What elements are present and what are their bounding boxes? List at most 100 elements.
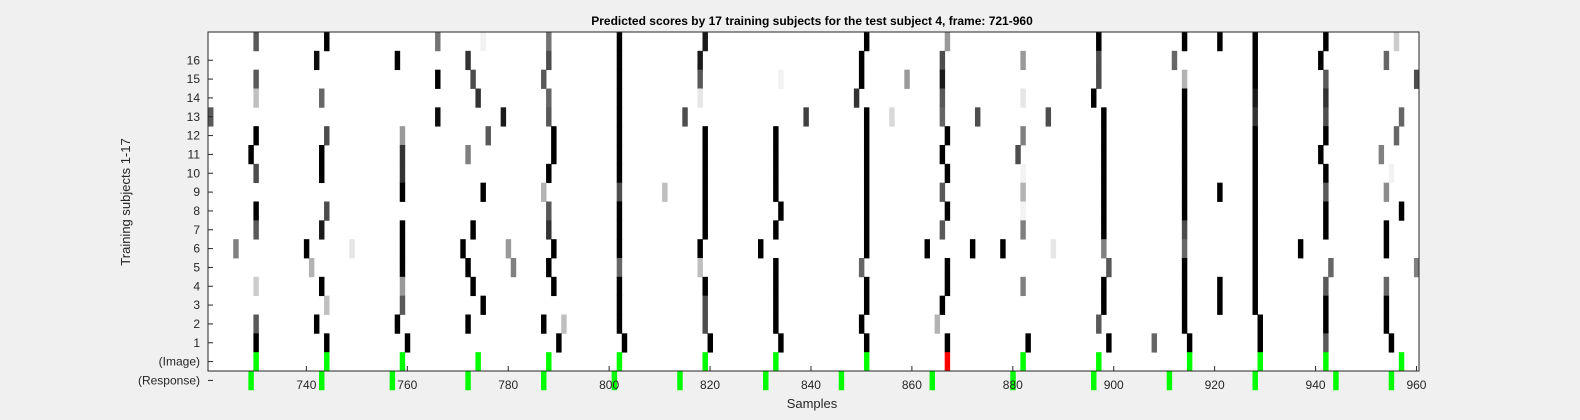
heat-cell-subject-1 [1186,333,1193,353]
image-cell-green [1323,352,1329,372]
heat-cell-subject-17 [863,32,870,52]
heat-cell-subject-9 [662,182,668,202]
heat-cell-subject-13 [974,107,981,127]
x-tick-label: 760 [397,378,417,392]
image-cell-green [1096,352,1102,372]
heat-cell-subject-15 [858,69,865,89]
heat-cell-subject-8 [863,201,870,221]
heat-cell-subject-5 [944,258,951,278]
heat-cell-subject-7 [1181,220,1188,240]
y-tick-label: (Response) [138,373,200,387]
x-tick-label: 940 [1306,378,1326,392]
heat-cell-subject-17 [1181,32,1188,52]
heat-cell-subject-5 [399,258,406,278]
heat-cell-subject-3 [399,295,406,315]
heat-cell-subject-12 [1252,126,1258,146]
y-tick-label: 14 [187,91,201,105]
y-tick-label: 11 [188,147,201,161]
heat-cell-subject-13 [939,107,946,127]
heat-cell-subject-8 [1020,201,1026,221]
image-cell-red [944,352,951,372]
heat-cell-subject-2 [1383,314,1390,334]
heat-cell-subject-7 [319,220,325,240]
heat-cell-subject-13 [546,107,552,127]
heat-cell-subject-3 [939,295,946,315]
heat-cell-subject-2 [253,314,259,334]
y-tick-label: 13 [187,110,201,124]
heat-cell-subject-17 [702,32,708,52]
heat-cell-subject-17 [1217,32,1223,52]
x-tick-label: 740 [296,378,316,392]
heat-cell-subject-1 [1106,333,1112,353]
heat-cell-subject-2 [1257,314,1263,334]
heat-cell-subject-3 [1252,295,1258,315]
heat-cell-subject-15 [435,69,441,89]
heat-cell-subject-4 [702,276,708,297]
heat-cell-subject-12 [1323,126,1329,146]
heat-cell-subject-13 [863,107,870,127]
y-tick-label: 12 [187,129,201,143]
heat-cell-subject-12 [551,126,557,146]
heat-cell-subject-8 [944,201,951,221]
response-cell [611,371,618,391]
heat-cell-subject-14 [546,88,552,108]
heat-cell-subject-15 [939,69,946,89]
heat-cell-subject-16 [1096,50,1102,71]
heat-cell-subject-9 [863,182,870,202]
heat-cell-subject-16 [313,50,320,71]
heat-cell-subject-7 [702,220,708,240]
heat-cell-subject-5 [773,258,779,278]
heat-cell-subject-8 [1252,201,1258,221]
heat-cell-subject-5 [1252,258,1258,278]
x-tick-label: 780 [498,378,518,392]
heat-cell-subject-9 [541,182,547,202]
heat-cell-subject-2 [616,314,623,334]
heat-cell-subject-8 [616,201,623,221]
heat-cell-subject-2 [858,314,865,334]
heat-cell-subject-11 [1101,145,1107,165]
heat-cell-subject-7 [773,220,779,240]
heat-cell-subject-12 [1101,126,1107,146]
heat-cell-subject-13 [1181,107,1188,127]
heat-cell-subject-4 [319,276,325,297]
heat-cell-subject-4 [1252,276,1258,297]
y-tick-label: 10 [187,166,201,180]
heat-cell-subject-13 [435,107,441,127]
heat-cell-subject-11 [248,145,254,165]
x-tick-label: 880 [1003,378,1023,392]
heat-cell-subject-1 [944,333,951,353]
heat-cell-subject-1 [1323,333,1329,353]
heat-cell-subject-17 [435,32,441,52]
heat-cell-subject-9 [1217,182,1223,202]
heat-cell-subject-17 [1252,32,1258,52]
heat-cell-subject-7 [1323,220,1329,240]
heat-cell-subject-5 [465,258,471,278]
heat-cell-subject-15 [1096,69,1102,89]
heat-cell-subject-10 [1181,163,1188,184]
heat-cell-subject-5 [546,258,552,278]
heat-cell-subject-5 [510,258,517,278]
y-tick-label: 1 [193,336,200,350]
heat-cell-subject-14 [1091,88,1097,108]
heat-cell-subject-12 [324,126,330,146]
heat-cell-subject-6 [1252,239,1258,259]
heat-cell-subject-13 [1252,107,1258,127]
heat-cell-subject-11 [1378,145,1385,165]
y-axis-label: Training subjects 1-17 [118,138,133,265]
heat-cell-subject-13 [803,107,809,127]
heat-cell-subject-15 [1252,69,1258,89]
heat-cell-subject-17 [546,32,552,52]
heat-cell-subject-1 [778,333,784,353]
x-tick-label: 820 [700,378,720,392]
heat-cell-subject-11 [939,145,946,165]
heat-cell-subject-1 [1257,333,1263,353]
heat-cell-subject-3 [1181,295,1188,315]
heat-cell-subject-3 [480,295,486,315]
response-cell [248,371,254,391]
heat-cell-subject-3 [324,295,330,315]
heat-cell-subject-10 [863,163,870,184]
heat-cell-subject-3 [1323,295,1329,315]
x-axis-label: Samples [787,396,838,411]
heat-cell-subject-17 [253,32,259,52]
heat-cell-subject-6 [758,239,764,259]
